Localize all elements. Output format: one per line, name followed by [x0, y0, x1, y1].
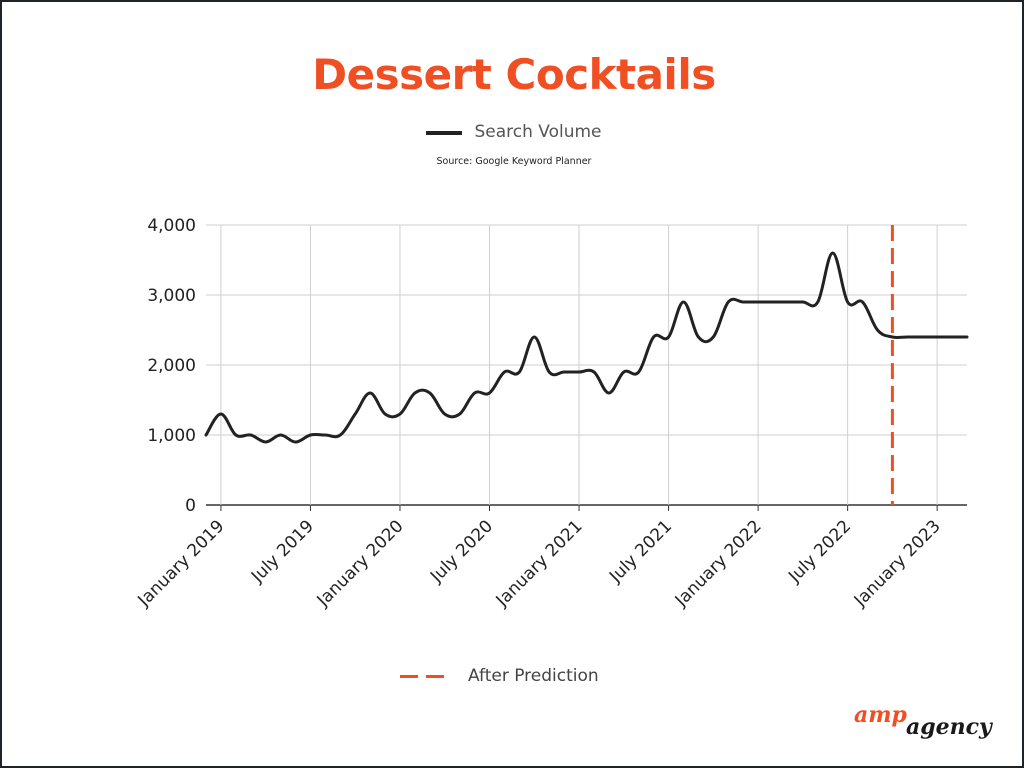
- legend-dash-swatch-1: [400, 674, 418, 678]
- series-line-search-volume: [204, 251, 969, 444]
- logo-agency: agency: [906, 714, 992, 740]
- amp-agency-logo: amp agency: [854, 702, 1004, 746]
- legend-after-prediction: After Prediction: [400, 666, 599, 686]
- y-tick-label: 0: [185, 496, 196, 516]
- x-tick-label: July 2020: [426, 516, 497, 587]
- x-tick-label: July 2021: [605, 516, 676, 587]
- legend-search-volume: Search Volume: [2, 122, 1024, 142]
- x-tick-label: July 2019: [247, 516, 318, 587]
- x-tick-label: January 2022: [671, 516, 766, 611]
- legend-label-search-volume: Search Volume: [474, 122, 602, 142]
- x-tick-label: January 2023: [850, 516, 945, 611]
- y-tick-label: 1,000: [147, 426, 196, 446]
- x-tick-label: January 2021: [492, 516, 587, 611]
- y-tick-label: 2,000: [147, 356, 196, 376]
- x-tick-label: January 2019: [134, 516, 229, 611]
- x-tick-label: January 2020: [313, 516, 408, 611]
- y-tick-label: 3,000: [147, 286, 196, 306]
- chart-source: Source: Google Keyword Planner: [436, 156, 592, 167]
- legend-label-after-prediction: After Prediction: [468, 666, 599, 686]
- chart-title: Dessert Cocktails: [312, 50, 716, 99]
- legend-dash-swatch-2: [426, 674, 444, 678]
- logo-amp: amp: [854, 702, 907, 728]
- y-tick-label: 4,000: [147, 216, 196, 236]
- legend-line-swatch: [426, 131, 463, 135]
- x-tick-label: July 2022: [784, 516, 855, 587]
